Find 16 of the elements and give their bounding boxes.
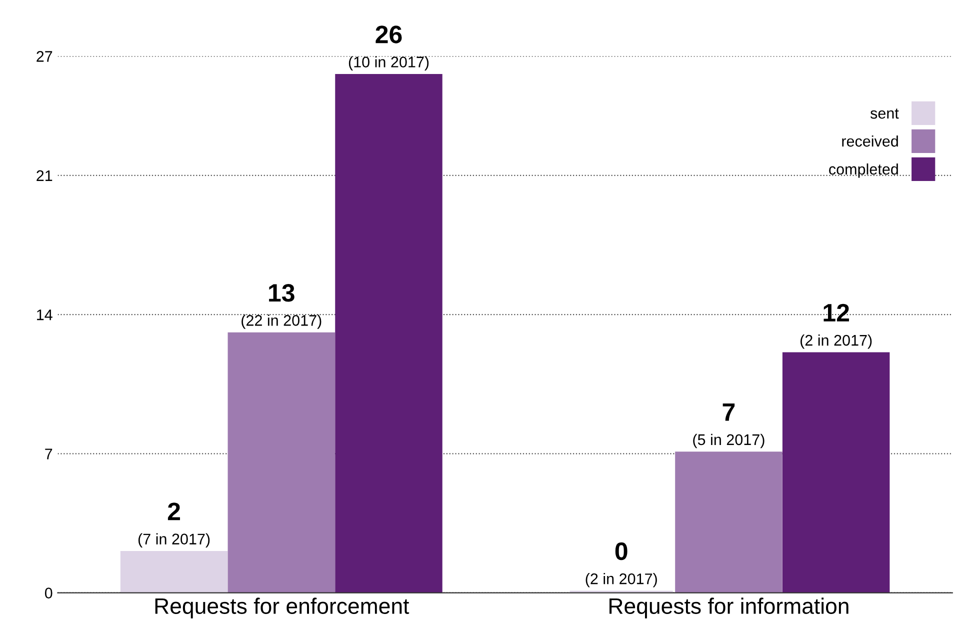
data-label: 13 (22 in 2017)	[242, 284, 322, 329]
legend-label: sent	[870, 108, 899, 119]
data-label: 7 (5 in 2017)	[693, 404, 764, 448]
data-label: 26 (10 in 2017)	[348, 26, 429, 70]
y-tick-label: 21	[36, 170, 52, 181]
legend-label: completed	[829, 163, 898, 178]
data-label: 2 (7 in 2017)	[138, 502, 210, 548]
y-tick-label: 27	[36, 51, 52, 62]
legend-label: received	[842, 135, 898, 147]
y-tick-label: 0	[44, 588, 52, 598]
x-tick-label: Requests for enforcement	[155, 598, 410, 618]
y-tick-label: 14	[37, 310, 52, 320]
data-label: 0 (2 in 2017)	[586, 542, 657, 588]
data-label: 12 (2 in 2017)	[800, 304, 872, 349]
y-tick-label: 7	[45, 448, 52, 460]
x-tick-label: Requests for information	[610, 598, 848, 618]
